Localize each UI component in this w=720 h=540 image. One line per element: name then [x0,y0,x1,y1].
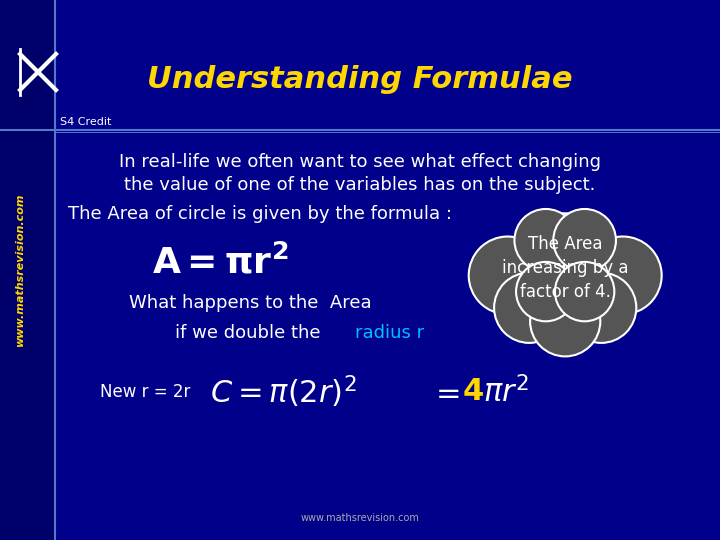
Circle shape [514,213,616,316]
Text: Understanding Formulae: Understanding Formulae [148,65,572,94]
Text: $\mathit{C = \pi(2r)^2}$: $\mathit{C = \pi(2r)^2}$ [210,374,356,410]
Text: www.mathsrevision.com: www.mathsrevision.com [300,513,420,523]
FancyBboxPatch shape [0,0,55,540]
Text: if we double the: if we double the [175,324,326,342]
Text: radius r: radius r [355,324,424,342]
Text: S4 Credit: S4 Credit [60,117,112,127]
Text: www.mathsrevision.com: www.mathsrevision.com [15,193,25,347]
Text: $\mathbf{4}$: $\mathbf{4}$ [462,377,484,407]
Text: In real-life we often want to see what effect changing: In real-life we often want to see what e… [119,153,601,171]
Text: the value of one of the variables has on the subject.: the value of one of the variables has on… [125,176,595,194]
Circle shape [555,262,614,321]
Text: New r = 2r: New r = 2r [100,383,190,401]
Circle shape [566,273,636,343]
Circle shape [530,286,600,356]
Circle shape [516,262,575,321]
Circle shape [494,273,564,343]
Text: $=$: $=$ [430,377,460,407]
Circle shape [514,209,577,272]
Text: What happens to the  Area: What happens to the Area [129,294,372,312]
Text: The Area
increasing by a
factor of 4.: The Area increasing by a factor of 4. [502,235,629,301]
Text: $\mathbf{A = \pi r^2}$: $\mathbf{A = \pi r^2}$ [152,244,288,280]
Text: $\mathit{\pi r^2}$: $\mathit{\pi r^2}$ [483,376,528,408]
Text: The Area of circle is given by the formula :: The Area of circle is given by the formu… [68,205,452,223]
Circle shape [584,237,662,314]
Circle shape [469,237,546,314]
Circle shape [553,209,616,272]
